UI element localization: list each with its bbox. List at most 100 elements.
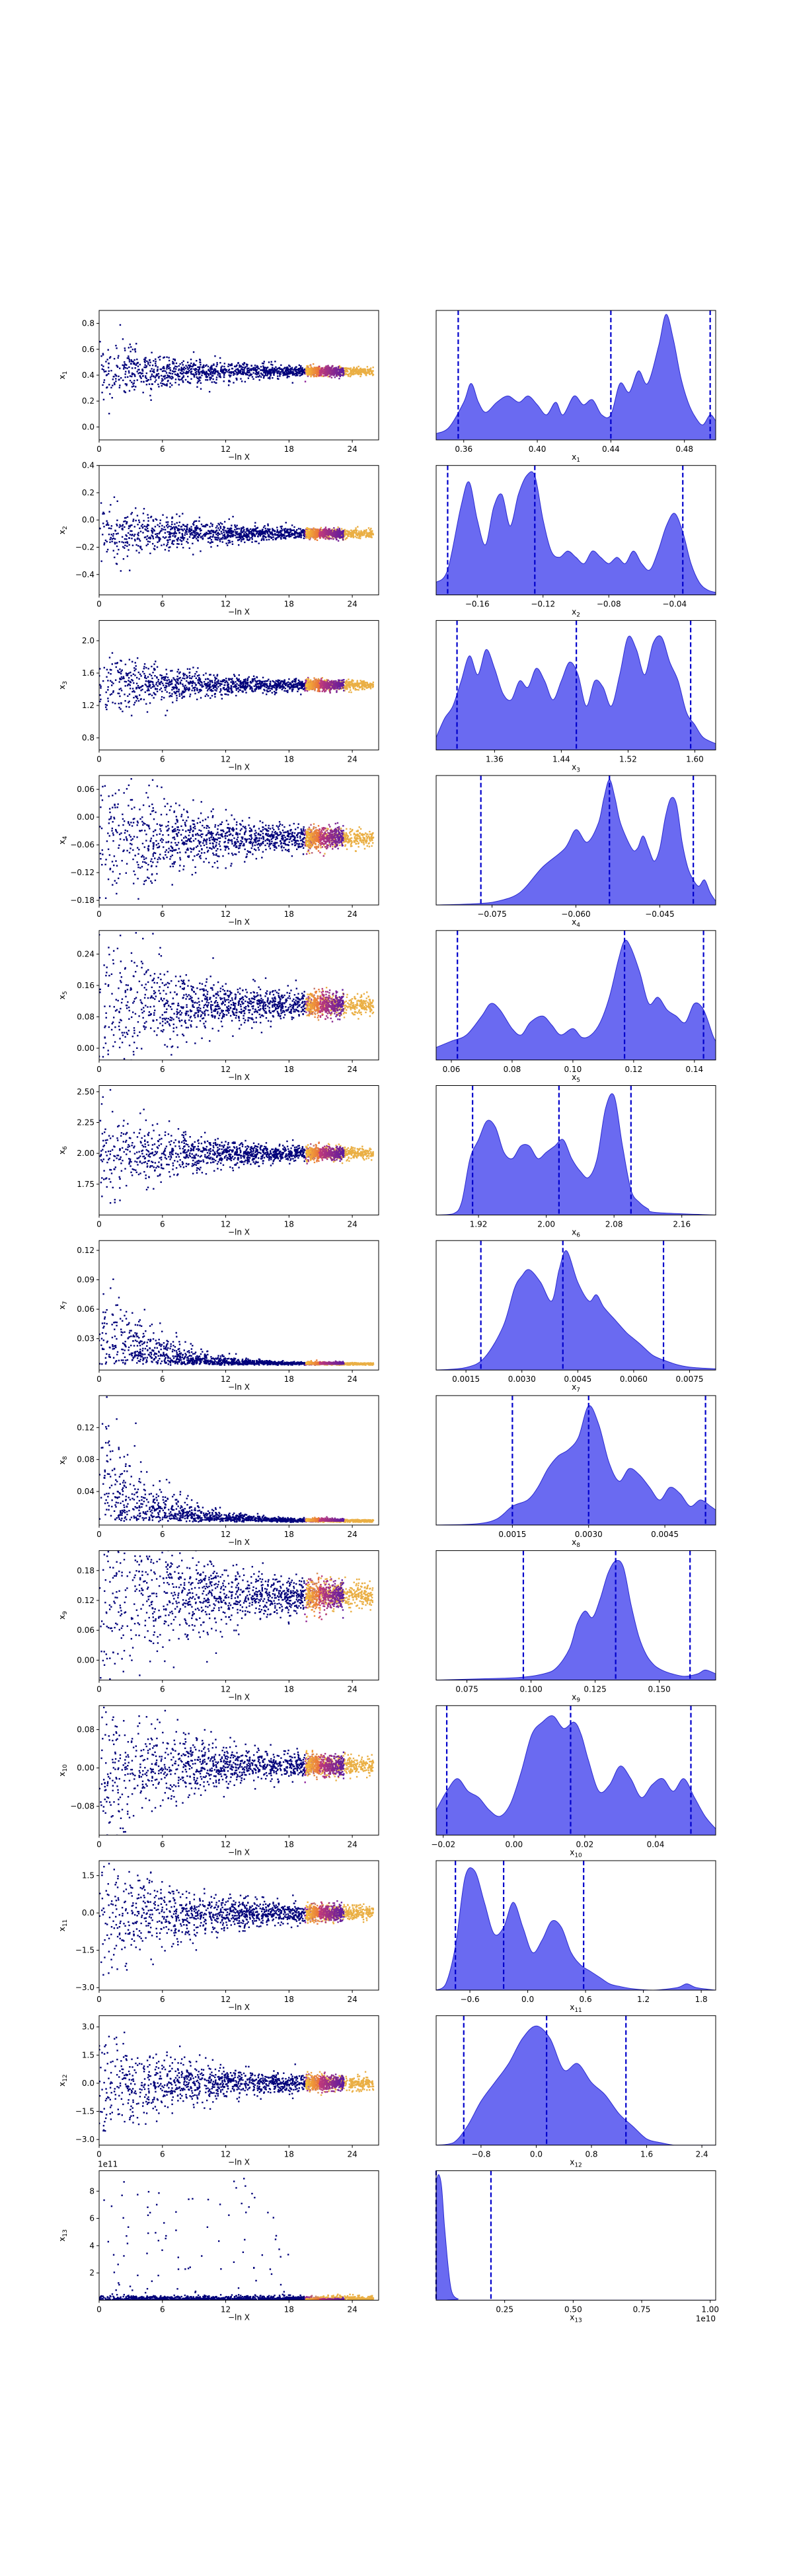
scatter-point [242, 373, 245, 375]
scatter-point [270, 363, 272, 365]
scatter-point [129, 534, 132, 536]
scatter-point [155, 375, 157, 377]
scatter-point [131, 661, 133, 662]
scatter-point [188, 364, 190, 367]
scatter-point [138, 678, 140, 680]
scatter-point [100, 698, 102, 701]
scatter-point [301, 531, 303, 534]
scatter-point [227, 384, 230, 386]
scatter-point [199, 379, 201, 382]
scatter-point [176, 374, 178, 376]
scatter-point [194, 520, 196, 522]
scatter-point [219, 357, 221, 359]
scatter-point [151, 686, 154, 688]
scatter-point [344, 528, 346, 531]
scatter-point [322, 686, 324, 688]
scatter-point [167, 526, 169, 528]
scatter-point [190, 534, 192, 536]
scatter-point [161, 370, 164, 373]
scatter-point [213, 684, 215, 686]
scatter-point [107, 367, 110, 369]
scatter-point [136, 538, 139, 540]
scatter-point [177, 375, 179, 378]
scatter-point [303, 685, 305, 688]
scatter-point [173, 371, 175, 373]
scatter-point [316, 530, 318, 532]
scatter-point [270, 688, 272, 690]
scatter-point [178, 695, 181, 697]
scatter-point [345, 370, 347, 372]
scatter-point [192, 532, 194, 534]
scatter-point [137, 369, 139, 371]
scatter-point [303, 369, 305, 371]
scatter-point [110, 504, 112, 506]
scatter-point [312, 534, 314, 536]
scatter-point [226, 689, 229, 691]
scatter-point [126, 674, 129, 676]
scatter-point [120, 672, 122, 675]
scatter-point [293, 369, 295, 371]
scatter-point [289, 682, 292, 685]
scatter-point [258, 375, 261, 377]
scatter-point [161, 380, 163, 382]
scatter-point [352, 686, 355, 688]
scatter-point [366, 532, 368, 535]
scatter-point [124, 361, 126, 363]
scatter-point [325, 365, 327, 367]
scatter-point [315, 529, 317, 532]
scatter-point [236, 533, 238, 535]
scatter-point [267, 524, 269, 526]
scatter-point [230, 685, 233, 687]
scatter-point [108, 412, 110, 415]
scatter-point [314, 367, 316, 369]
scatter-point [192, 523, 194, 525]
scatter-point [129, 375, 132, 377]
scatter-point [102, 513, 104, 515]
scatter-point [131, 524, 133, 526]
scatter-point [358, 370, 360, 373]
scatter-point [151, 530, 153, 533]
scatter-point [321, 530, 323, 533]
scatter-point [262, 538, 265, 540]
scatter-point [210, 532, 212, 534]
scatter-point [280, 530, 283, 532]
scatter-point [176, 526, 178, 529]
scatter-point [187, 542, 189, 544]
scatter-point [177, 528, 179, 530]
scatter-point [215, 684, 217, 686]
scatter-point [369, 533, 371, 535]
scatter-point [277, 531, 280, 533]
scatter-point [128, 525, 130, 527]
scatter-point [221, 371, 223, 373]
scatter-point [359, 534, 362, 536]
scatter-point [342, 375, 344, 376]
scatter-point [159, 536, 161, 539]
scatter-point [311, 370, 313, 372]
scatter-point [144, 674, 146, 677]
scatter-point [278, 534, 280, 536]
scatter-point [186, 668, 189, 670]
scatter-point [176, 366, 178, 368]
scatter-point [189, 530, 192, 532]
scatter-point [255, 376, 257, 378]
scatter-point [152, 375, 155, 377]
scatter-point [248, 539, 250, 542]
scatter-point [202, 371, 204, 373]
scatter-point [211, 690, 214, 692]
scatter-point [334, 531, 336, 534]
scatter-point [311, 532, 314, 534]
scatter-point [223, 526, 226, 528]
scatter-point [314, 690, 316, 692]
scatter-point [172, 363, 175, 365]
scatter-point [234, 373, 236, 375]
scatter-point [162, 367, 164, 369]
scatter-point [158, 532, 160, 535]
scatter-point [163, 383, 165, 385]
scatter-point [219, 684, 221, 687]
scatter-point [261, 532, 263, 534]
scatter-point [182, 530, 184, 532]
scatter-point [317, 534, 319, 536]
scatter-point [363, 688, 365, 690]
scatter-point [225, 688, 228, 690]
scatter-point [264, 374, 267, 376]
